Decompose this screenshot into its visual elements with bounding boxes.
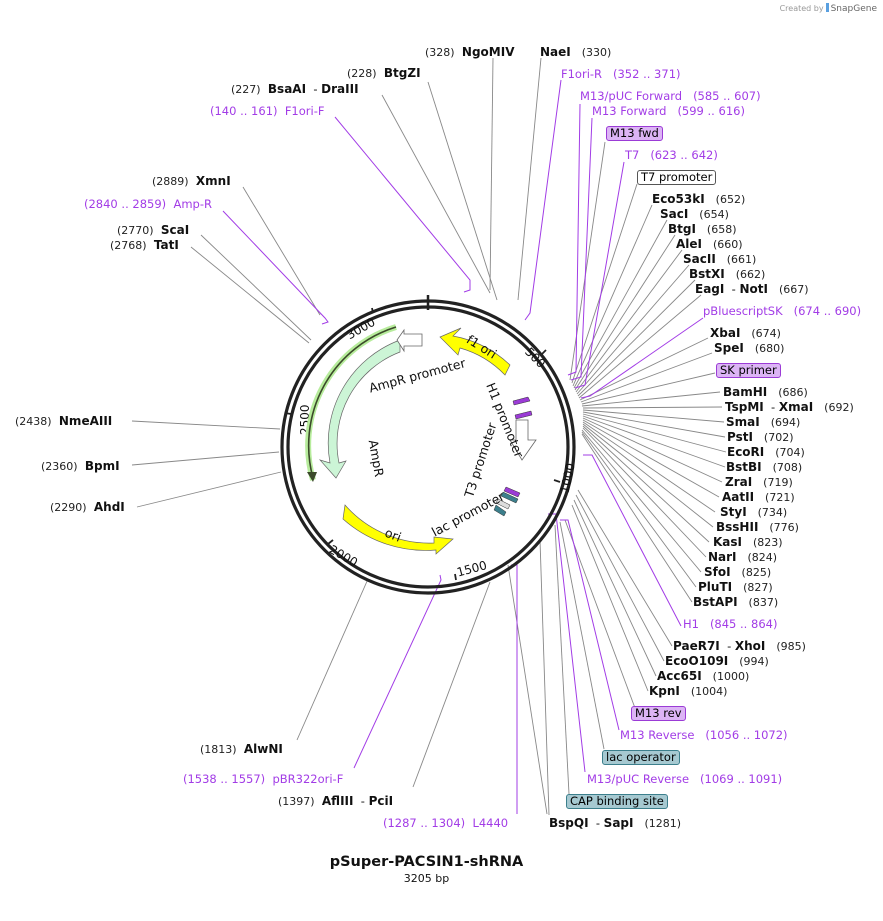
enzyme-bstxi[interactable]: BstXI (662) [689,267,766,281]
enzyme-kpni[interactable]: KpnI (1004) [649,684,728,698]
feature-t7-promoter[interactable]: T7 promoter [637,170,717,185]
svg-text:1000: 1000 [558,462,578,495]
enzyme-bstbi[interactable]: BstBI (708) [726,460,803,474]
enzyme-afliii-pcii[interactable]: (1397) AflIII - PciI [278,794,394,808]
backbone [280,295,576,595]
credit-brand: SnapGene [830,4,877,14]
enzyme-sacii[interactable]: SacII (661) [683,252,757,266]
primer-t7[interactable]: T7 (623 .. 642) [625,148,718,162]
enzyme-btgzi[interactable]: (228) BtgZI [347,66,421,80]
ampr-feature [318,339,401,479]
ampr-promoter-feature [396,328,423,353]
ampr-label: AmpR [366,439,387,479]
enzyme-bsaai-draiii[interactable]: (227) BsaAI - DraIII [231,82,359,96]
enzyme-bamhi[interactable]: BamHI (686) [723,385,808,399]
ori-label: ori [383,525,404,545]
enzyme-spei[interactable]: SpeI (680) [714,341,785,355]
enzyme-ecori[interactable]: EcoRI (704) [727,445,805,459]
mcs-features [493,396,533,517]
primer-m13-forward[interactable]: M13 Forward (599 .. 616) [592,104,745,118]
enzyme-scai[interactable]: (2770) ScaI [117,223,190,237]
enzyme-eagi-noti[interactable]: EagI - NotI (667) [695,282,809,296]
enzyme-bstapi[interactable]: BstAPI (837) [693,595,779,609]
enzyme-ngomiv[interactable]: (328) NgoMIV [425,45,515,59]
enzyme-ecoo109i[interactable]: EcoO109I (994) [665,654,769,668]
enzyme-tspmi-xmai[interactable]: TspMI - XmaI (692) [725,400,854,414]
ampr-primer-arrowhead [307,472,317,482]
h1-promoter-feature [509,419,537,461]
primer-pbr322ori-f[interactable]: (1538 .. 1557) pBR322ori-F [183,772,344,786]
primer-h1[interactable]: H1 (845 .. 864) [683,617,778,631]
primer-m13-puc-forward[interactable]: M13/pUC Forward (585 .. 607) [580,89,761,103]
enzyme-ahdi[interactable]: (2290) AhdI [50,500,125,514]
plasmid-title: pSuper-PACSIN1-shRNA [329,854,524,870]
primer-pbluescriptsk[interactable]: pBluescriptSK (674 .. 690) [703,304,862,318]
enzyme-styi[interactable]: StyI (734) [720,505,788,519]
feature-cap-binding-site[interactable]: CAP binding site [566,794,668,809]
enzyme-psti[interactable]: PstI (702) [727,430,794,444]
primer-m13-puc-reverse[interactable]: M13/pUC Reverse (1069 .. 1091) [587,772,783,786]
t3-promoter-label: T3 promoter [461,420,500,500]
enzyme-paer7i-xhoi[interactable]: PaeR7I - XhoI (985) [673,639,806,653]
feature-m13-rev[interactable]: M13 rev [631,706,686,721]
enzyme-naei[interactable]: NaeI (330) [540,45,612,59]
enzyme-aatii[interactable]: AatII (721) [722,490,795,504]
enzyme-nari[interactable]: NarI (824) [708,550,778,564]
enzyme-saci[interactable]: SacI (654) [660,207,729,221]
enzyme-xmni[interactable]: (2889) XmnI [152,174,231,188]
enzyme-alwni[interactable]: (1813) AlwNI [200,742,283,756]
enzyme-btgi[interactable]: BtgI (658) [668,222,737,236]
snapgene-logo-icon [825,3,829,12]
feature-m13-fwd[interactable]: M13 fwd [606,126,663,141]
enzyme-pluti[interactable]: PluTI (827) [698,580,773,594]
ampr-primer-arc [307,326,397,479]
enzyme-bspqi-sapi[interactable]: BspQI - SapI (1281) [549,816,682,830]
enzyme-tati[interactable]: (2768) TatI [110,238,179,252]
enzyme-alei[interactable]: AleI (660) [676,237,743,251]
enzyme-zrai[interactable]: ZraI (719) [725,475,793,489]
primer-l4440[interactable]: (1287 .. 1304) L4440 [383,816,509,830]
enzyme-kasi[interactable]: KasI (823) [713,535,783,549]
enzyme-acc65i[interactable]: Acc65I (1000) [657,669,750,683]
primer-f1ori-r[interactable]: F1ori-R (352 .. 371) [561,67,681,81]
primer-amp-r[interactable]: (2840 .. 2859) Amp-R [84,197,212,211]
enzyme-xbai[interactable]: XbaI (674) [710,326,781,340]
left-leader-lines [131,57,548,815]
f1-ori-feature [439,327,511,376]
ori-feature [342,504,454,555]
credit-prefix: Created by [779,4,824,13]
primer-m13-reverse[interactable]: M13 Reverse (1056 .. 1072) [620,728,788,742]
enzyme-smai[interactable]: SmaI (694) [726,415,801,429]
enzyme-sfoi[interactable]: SfoI (825) [704,565,772,579]
snapgene-credit: Created by SnapGene [780,3,877,14]
feature-sk-primer[interactable]: SK primer [716,363,781,378]
enzyme-eco53ki[interactable]: Eco53kI (652) [652,192,746,206]
feature-lac-operator[interactable]: lac operator [602,750,680,765]
enzyme-bpmi[interactable]: (2360) BpmI [41,459,120,473]
enzyme-bsshii[interactable]: BssHII (776) [716,520,799,534]
scale-ticks [284,307,561,581]
right-leader-lines [517,57,727,816]
primer-f1ori-f[interactable]: (140 .. 161) F1ori-F [210,104,325,118]
enzyme-nmeaiii[interactable]: (2438) NmeAIII [15,414,113,428]
plasmid-length: 3205 bp [403,872,450,885]
